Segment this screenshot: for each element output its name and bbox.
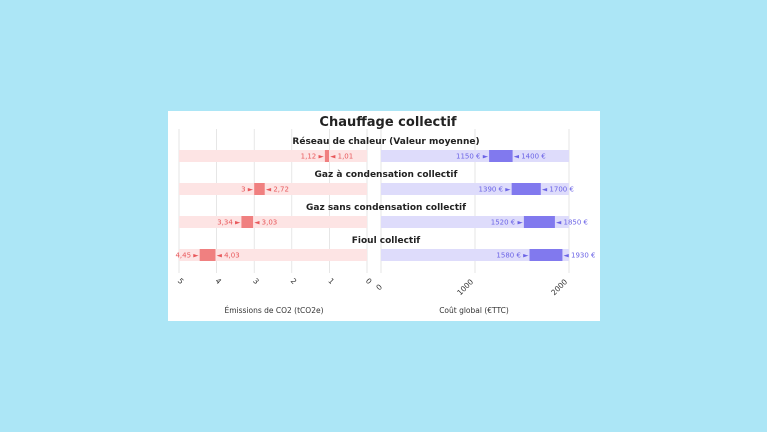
cost-high-label: ◄ 1850 € (556, 219, 588, 227)
cost-bar (523, 216, 555, 228)
cost-high-label: ◄ 1930 € (563, 252, 595, 260)
emissions-low-label: ◄ 2,72 (266, 186, 289, 194)
emissions-track (179, 249, 367, 261)
emissions-low-label: ◄ 1,01 (330, 153, 353, 161)
emissions-low-label: ◄ 3,03 (254, 219, 277, 227)
chart-title: Chauffage collectif (319, 115, 457, 130)
emissions-tick-label: 1 (326, 276, 336, 286)
emissions-high-label: 4,45 ► (175, 252, 199, 260)
cost-high-label: ◄ 1400 € (514, 153, 546, 161)
emissions-high-label: 3 ► (241, 186, 254, 194)
cost-low-label: 1390 € ► (479, 186, 512, 194)
cost-tick-label: 1000 (455, 277, 475, 297)
emissions-axis-label: Émissions de CO2 (tCO2e) (224, 306, 323, 315)
emissions-high-label: 1,12 ► (301, 153, 325, 161)
emissions-tick-label: 2 (289, 276, 299, 286)
category-label: Fioul collectif (352, 236, 421, 246)
cost-axis-label: Coût global (€TTC) (439, 306, 509, 315)
cost-track (381, 150, 569, 162)
cost-high-label: ◄ 1700 € (542, 186, 574, 194)
cost-low-label: 1580 € ► (496, 252, 529, 260)
cost-bar (489, 150, 513, 162)
cost-track (381, 249, 569, 261)
cost-tick-label: 2000 (549, 277, 569, 297)
category-label: Gaz sans condensation collectif (306, 203, 466, 213)
emissions-bar (324, 150, 330, 162)
emissions-high-label: 3,34 ► (217, 219, 241, 227)
cost-tick-label: 0 (374, 282, 384, 292)
emissions-bar (199, 249, 216, 261)
chart-card: Chauffage collectif Réseau de chaleur (V… (168, 111, 600, 321)
emissions-tick-label: 5 (176, 276, 186, 286)
emissions-tick-label: 3 (251, 276, 261, 286)
cost-low-label: 1520 € ► (491, 219, 524, 227)
emissions-track (179, 183, 367, 195)
emissions-low-label: ◄ 4,03 (216, 252, 239, 260)
emissions-tick-label: 4 (213, 276, 223, 286)
cost-bar (529, 249, 563, 261)
cost-track (381, 216, 569, 228)
emissions-tick-label: 0 (364, 276, 374, 286)
range-bar-chart: Chauffage collectif Réseau de chaleur (V… (175, 115, 595, 315)
category-label: Réseau de chaleur (Valeur moyenne) (292, 136, 479, 147)
emissions-track (179, 150, 367, 162)
emissions-bar (254, 183, 265, 195)
cost-low-label: 1150 € ► (456, 153, 489, 161)
emissions-bar (241, 216, 254, 228)
cost-bar (511, 183, 541, 195)
emissions-track (179, 216, 367, 228)
category-label: Gaz à condensation collectif (315, 170, 458, 180)
